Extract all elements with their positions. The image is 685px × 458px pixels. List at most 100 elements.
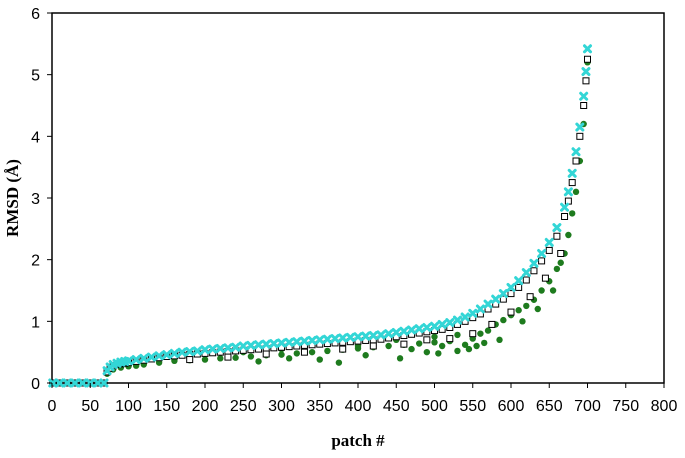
- x-tick-label: 200: [192, 398, 219, 415]
- x-axis-title: patch #: [331, 431, 385, 450]
- data-point: [278, 351, 285, 358]
- data-point: [124, 356, 133, 366]
- x-tick-label: 150: [153, 398, 180, 415]
- data-point: [416, 340, 423, 347]
- data-point: [231, 342, 241, 352]
- data-point: [408, 345, 415, 353]
- data-point: [307, 335, 317, 345]
- data-point: [567, 168, 577, 178]
- data-point: [475, 304, 485, 314]
- data-point: [446, 335, 454, 343]
- data-point: [526, 293, 534, 301]
- data-point: [315, 335, 325, 345]
- data-point: [391, 327, 401, 337]
- data-point: [507, 290, 515, 298]
- data-point: [572, 188, 580, 196]
- data-point: [557, 259, 564, 266]
- data-point: [376, 330, 386, 340]
- x-tick-label: 750: [612, 398, 639, 415]
- data-point: [308, 348, 316, 356]
- data-point: [217, 355, 224, 362]
- data-point: [438, 342, 446, 350]
- data-point: [285, 355, 293, 362]
- data-point: [469, 330, 477, 338]
- data-point: [553, 265, 561, 273]
- x-tick-label: 650: [536, 398, 563, 415]
- x-tick-label: 800: [651, 398, 678, 415]
- data-point: [484, 327, 492, 334]
- data-point: [477, 330, 484, 337]
- data-point: [322, 334, 332, 344]
- data-point: [435, 350, 442, 357]
- data-point: [62, 378, 72, 388]
- data-point: [338, 333, 348, 343]
- data-point: [277, 338, 286, 348]
- data-point: [238, 341, 248, 351]
- data-point: [541, 274, 549, 282]
- data-point: [571, 147, 581, 157]
- data-point: [400, 340, 408, 348]
- x-axis-ticks: 0 50 100 150 200 250 300 350 400 450 500 550 600 650 7…: [48, 383, 678, 415]
- data-point: [488, 320, 496, 328]
- y-tick-label: 0: [31, 376, 40, 393]
- data-point: [552, 223, 562, 233]
- data-point: [445, 318, 455, 328]
- data-point: [362, 352, 369, 359]
- data-point: [422, 323, 432, 332]
- data-point: [232, 354, 239, 361]
- data-point: [335, 359, 343, 366]
- data-point: [460, 312, 470, 322]
- data-point: [561, 213, 569, 220]
- x-tick-label: 300: [268, 398, 295, 415]
- data-point: [399, 326, 409, 336]
- data-point: [368, 331, 378, 341]
- data-point: [299, 336, 309, 346]
- data-point: [534, 305, 541, 313]
- data-point: [131, 355, 141, 365]
- data-point: [369, 342, 377, 350]
- data-point: [208, 344, 218, 354]
- data-point: [507, 308, 515, 316]
- x-tick-label: 250: [230, 398, 257, 415]
- data-point: [499, 295, 507, 303]
- data-point: [431, 339, 438, 346]
- data-point: [537, 249, 547, 258]
- data-point: [553, 232, 561, 240]
- data-point: [506, 282, 516, 292]
- y-axis-ticks: 0 1 2 3 4 5 6: [31, 6, 52, 393]
- data-point: [538, 257, 546, 265]
- data-point: [549, 287, 557, 294]
- data-point: [521, 268, 531, 278]
- x-tick-label: 0: [48, 398, 57, 415]
- data-point: [169, 348, 179, 358]
- y-tick-label: 1: [31, 314, 40, 331]
- data-point: [223, 343, 233, 353]
- data-point: [99, 378, 109, 388]
- data-point: [423, 348, 431, 356]
- data-point: [262, 350, 270, 358]
- data-point: [560, 202, 570, 212]
- data-point: [70, 378, 80, 388]
- data-point: [215, 343, 225, 353]
- data-point: [491, 294, 501, 304]
- data-point: [162, 350, 172, 360]
- data-point: [498, 289, 508, 299]
- data-point: [514, 276, 524, 286]
- series-layer: [48, 44, 592, 388]
- data-point: [483, 299, 493, 309]
- data-point: [361, 331, 371, 341]
- data-point: [565, 231, 572, 239]
- data-point: [581, 67, 591, 77]
- data-point: [538, 287, 545, 294]
- y-tick-label: 2: [31, 253, 40, 270]
- x-tick-label: 600: [498, 398, 525, 415]
- data-point: [568, 179, 576, 187]
- data-point: [254, 340, 264, 350]
- data-point: [177, 347, 187, 357]
- y-tick-label: 4: [31, 129, 40, 146]
- data-point: [407, 325, 417, 335]
- data-point: [339, 345, 347, 353]
- data-point: [584, 55, 591, 63]
- data-point: [284, 337, 294, 347]
- data-point: [545, 246, 553, 254]
